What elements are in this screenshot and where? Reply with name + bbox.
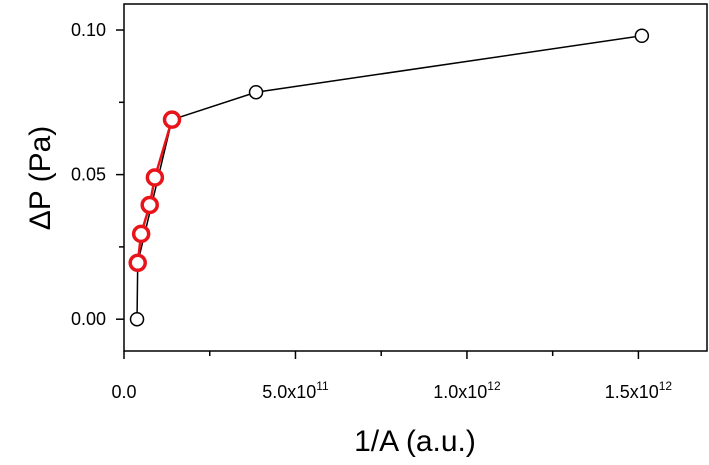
y-axis-title: ΔP (Pa)	[24, 126, 57, 231]
series-layer	[128, 28, 650, 327]
data-point	[140, 195, 159, 215]
data-point	[162, 110, 182, 129]
x-tick-label: 0.0	[111, 382, 136, 402]
data-point	[248, 84, 264, 100]
axis-tick-labels: 0.0 5.0x1011 1.0x1012 1.5x1012 0.00 0.05 0.10	[71, 20, 672, 402]
axis-ticks	[116, 29, 640, 359]
x-tick-label: 5.0x1011	[262, 379, 329, 402]
data-point	[131, 224, 151, 244]
data-point	[129, 311, 145, 327]
y-tick-label: 0.00	[71, 309, 106, 329]
x-axis-title: 1/A (a.u.)	[354, 425, 476, 458]
data-point	[128, 253, 147, 273]
x-tick-label: 1.5x1012	[605, 379, 673, 402]
plot-frame	[123, 3, 708, 352]
data-point	[634, 28, 650, 44]
x-tick-label: 1.0x1012	[433, 379, 501, 402]
data-point	[145, 168, 165, 187]
series-line	[136, 35, 642, 320]
y-tick-label: 0.10	[71, 20, 106, 40]
y-tick-label: 0.05	[71, 165, 106, 185]
